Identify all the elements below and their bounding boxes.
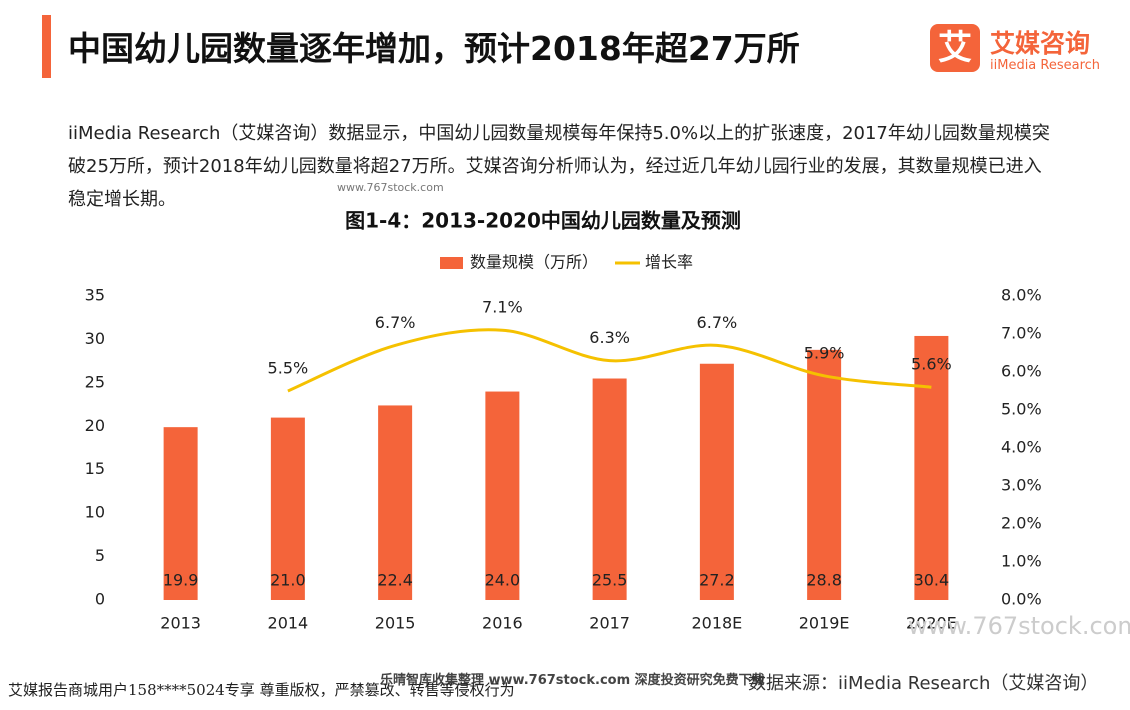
value-label: 30.4 [914, 571, 950, 590]
value-label: 6.7% [697, 313, 738, 332]
notice: 艾媒报告商城用户158****5024专享 尊重版权，严禁篡改、转售等侵权行为 [8, 681, 515, 699]
x-tick-label: 2019E [799, 614, 850, 633]
y2-tick-label: 2.0% [1001, 514, 1042, 533]
value-label: 5.9% [804, 343, 845, 362]
legend-swatch [440, 257, 463, 269]
value-label: 22.4 [377, 571, 413, 590]
banner: 乐晴智库收集整理 www.767stock.com 深度投资研究免费下载 [380, 673, 765, 688]
watermark: www.767stock.com [908, 612, 1130, 640]
line [287, 328, 932, 393]
chart-title: 图1-4：2013-2020中国幼儿园数量及预测 [345, 209, 741, 233]
value-label: 21.0 [270, 571, 306, 590]
y-tick-label: 10 [85, 503, 105, 522]
legend-label: 数量规模（万所） [470, 253, 598, 272]
source: 数据来源：iiMedia Research（艾媒咨询） [748, 673, 1099, 694]
logo-sub: iiMedia Research [990, 58, 1101, 73]
y-tick-label: 35 [85, 286, 105, 305]
y-tick-label: 15 [85, 459, 105, 478]
value-label: 5.5% [268, 359, 309, 378]
y2-tick-label: 0.0% [1001, 590, 1042, 609]
y-tick-label: 0 [95, 590, 105, 609]
y-tick-label: 5 [95, 546, 105, 565]
value-label: 25.5 [592, 571, 628, 590]
bar [699, 363, 734, 600]
legend-label: 增长率 [645, 253, 693, 272]
bar [592, 378, 627, 600]
y2-tick-label: 8.0% [1001, 286, 1042, 305]
value-label: 28.8 [806, 571, 842, 590]
title-accent [42, 15, 51, 78]
y2-tick-label: 7.0% [1001, 324, 1042, 343]
bar [270, 417, 305, 600]
value-label: 5.6% [911, 355, 952, 374]
y2-tick-label: 5.0% [1001, 400, 1042, 419]
y2-tick-label: 1.0% [1001, 552, 1042, 571]
bar [807, 349, 842, 600]
x-tick-label: 2018E [691, 614, 742, 633]
x-tick-label: 2013 [160, 614, 201, 633]
chart: 图1-4：2013-2020中国幼儿园数量及预测 0 5 10 15 20 25 30 35 0… [85, 209, 1042, 633]
x-tick-label: 2020E [906, 614, 957, 633]
y-tick-label: 20 [85, 416, 105, 435]
y-tick-label: 25 [85, 372, 105, 391]
x-tick-label: 2015 [375, 614, 416, 633]
value-label: 6.3% [589, 328, 630, 347]
x-tick-label: 2017 [589, 614, 630, 633]
x-tick-label: 2014 [268, 614, 309, 633]
value-label: 19.9 [163, 571, 199, 590]
value-label: 27.2 [699, 571, 735, 590]
y2-tick-label: 6.0% [1001, 362, 1042, 381]
page-title: 中国幼儿园数量逐年增加，预计2018年超27万所 [68, 29, 800, 68]
watermark: www.767stock.com [337, 181, 444, 194]
paragraph: iiMedia Research（艾媒咨询）数据显示，中国幼儿园数量规模每年保持… [68, 123, 1050, 210]
x-tick-label: 2016 [482, 614, 523, 633]
logo-text: 艾媒咨询 [990, 29, 1091, 58]
bar [485, 391, 520, 600]
value-label: 24.0 [485, 571, 521, 590]
logo-mark: 艾 [930, 24, 980, 72]
bar [914, 335, 949, 600]
value-label: 7.1% [482, 298, 523, 317]
y2-tick-label: 3.0% [1001, 476, 1042, 495]
y-tick-label: 30 [85, 329, 105, 348]
y2-tick-label: 4.0% [1001, 438, 1042, 457]
bar [378, 405, 413, 600]
value-label: 6.7% [375, 313, 416, 332]
bar [163, 427, 198, 600]
